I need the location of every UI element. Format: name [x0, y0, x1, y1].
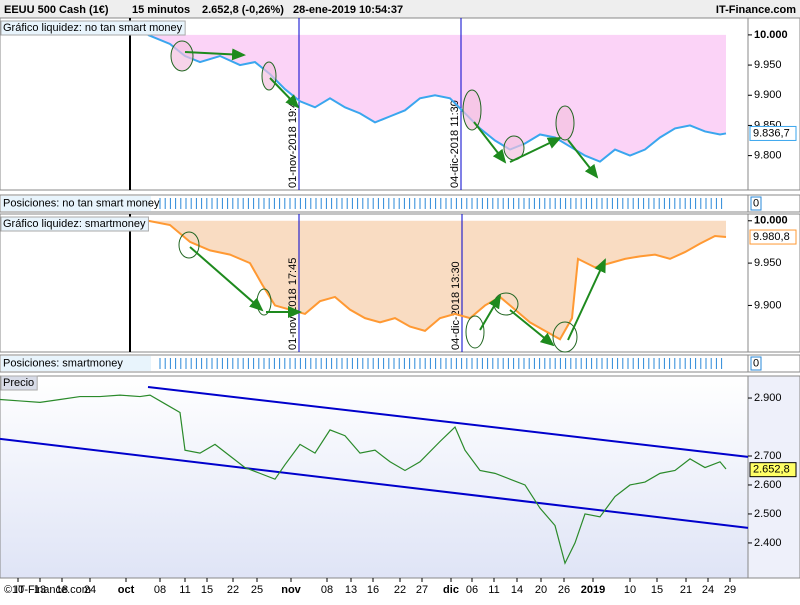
trendline — [147, 386, 749, 458]
liquidity-area — [148, 34, 726, 162]
footer: © IT-Finance.com — [4, 584, 91, 596]
panel-caption: Precio — [3, 377, 34, 389]
y-tick-label: 2.500 — [754, 508, 782, 520]
x-tick-label: 21 — [680, 584, 692, 596]
timestamp: 28-ene-2019 10:54:37 — [293, 4, 403, 16]
series-line — [147, 33, 727, 163]
last-value-label: 9.980,8 — [753, 231, 790, 243]
y-tick-label: 2.400 — [754, 537, 782, 549]
last-value-box — [749, 125, 797, 141]
caption-bg — [0, 20, 186, 36]
marker-label: 01-nov-2018 19:45 — [287, 96, 299, 188]
x-tick-label: 27 — [416, 584, 428, 596]
caption-bg — [0, 375, 38, 391]
marker-label: 04-dic-2018 11:30 — [449, 100, 461, 188]
panel-bg — [0, 375, 749, 579]
header-bar — [0, 0, 800, 18]
x-tick-label: 20 — [535, 584, 547, 596]
x-tick-label: 16 — [367, 584, 379, 596]
x-tick-label: 13 — [34, 584, 46, 596]
x-tick-label: 10 — [624, 584, 636, 596]
last-value-label: 9.836,7 — [753, 127, 790, 139]
axis-bg — [747, 17, 800, 191]
x-tick-label: 11 — [179, 584, 190, 596]
caption-bg — [0, 216, 149, 232]
x-tick-label: 22 — [227, 584, 239, 596]
y-tick-label: 2.600 — [754, 479, 782, 491]
last-value-label: 2.652,8 — [753, 464, 790, 476]
strip-value: 0 — [753, 197, 759, 209]
panel-caption: Gráfico liquidez: smartmoney — [3, 218, 146, 230]
x-tick-label: 26 — [558, 584, 570, 596]
x-tick-label: oct — [118, 584, 135, 596]
y-tick-label: 9.800 — [754, 150, 782, 162]
x-tick-label: 06 — [466, 584, 478, 596]
x-tick-label: 15 — [651, 584, 663, 596]
panel-caption: Gráfico liquidez: no tan smart money — [3, 22, 183, 34]
x-tick-label: 15 — [201, 584, 213, 596]
marker-label: 04-dic-2018 13:30 — [450, 261, 462, 350]
x-tick-label: 25 — [251, 584, 263, 596]
brand: IT-Finance.com — [716, 4, 796, 16]
x-tick-label: nov — [281, 584, 301, 596]
y-tick-label: 10.000 — [754, 215, 788, 227]
y-tick-label: 2.700 — [754, 450, 782, 462]
quote: 2.652,8 (-0,26%) — [202, 4, 284, 16]
series-line — [0, 394, 727, 565]
last-value-box — [749, 229, 797, 245]
x-tick-label: 13 — [345, 584, 357, 596]
y-tick-label: 9.900 — [754, 89, 782, 101]
x-tick-label: 24 — [702, 584, 714, 596]
caption-bg — [1, 196, 151, 211]
annotations — [170, 40, 606, 353]
panel-caption: Posiciones: no tan smart money — [3, 197, 160, 209]
x-tick-label: 2019 — [581, 584, 605, 596]
last-value-box — [749, 462, 797, 478]
value-box — [750, 356, 762, 371]
instrument: EEUU 500 Cash (1€) — [4, 4, 109, 16]
y-tick-label: 10.000 — [754, 29, 788, 41]
value-box — [750, 196, 762, 211]
x-tick-label: 24 — [84, 584, 96, 596]
x-tick-label: 14 — [511, 584, 523, 596]
y-tick-label: 9.900 — [754, 299, 782, 311]
strip-value: 0 — [753, 357, 759, 369]
y-tick-label: 9.950 — [754, 59, 782, 71]
y-tick-label: 2.900 — [754, 392, 782, 404]
caption-bg — [1, 356, 151, 371]
series-line — [147, 219, 727, 341]
interval: 15 minutos — [132, 4, 190, 16]
x-tick-label: 22 — [394, 584, 406, 596]
y-tick-label: 9.950 — [754, 257, 782, 269]
x-tick-label: 10 — [12, 584, 24, 596]
trendline — [0, 437, 749, 529]
x-tick-label: dic — [443, 584, 459, 596]
x-tick-label: 29 — [724, 584, 736, 596]
x-tick-label: 11 — [488, 584, 499, 596]
panel-caption: Posiciones: smartmoney — [3, 357, 123, 369]
x-tick-label: 08 — [321, 584, 333, 596]
marker-label: 01-nov-2018 17:45 — [287, 258, 299, 350]
x-tick-label: 08 — [154, 584, 166, 596]
x-tick-label: 18 — [56, 584, 68, 596]
